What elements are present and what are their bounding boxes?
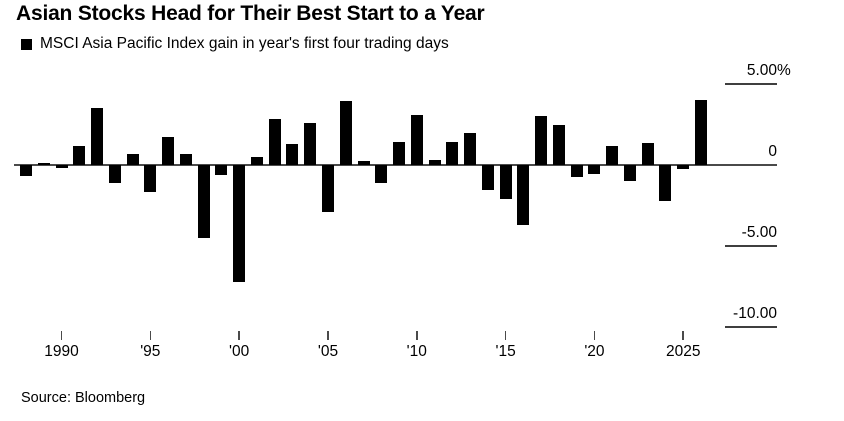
x-axis-label: '10 — [406, 343, 427, 360]
bar-2025 — [677, 165, 690, 170]
x-axis-label: '20 — [584, 343, 605, 360]
bar-1996 — [162, 137, 175, 165]
bar-2005 — [321, 165, 334, 212]
bar-2001 — [250, 156, 263, 165]
bar-2003 — [286, 143, 299, 165]
bar-2007 — [357, 160, 370, 165]
bar-2017 — [535, 115, 548, 165]
bar-1992 — [91, 108, 104, 165]
bar-1988 — [20, 165, 32, 177]
x-axis-tick — [238, 331, 240, 340]
bar-2010 — [410, 114, 423, 165]
legend-square-icon — [21, 38, 32, 50]
x-axis-tick — [682, 331, 684, 340]
page-title: Asian Stocks Head for Their Best Start t… — [16, 2, 485, 25]
bar-2008 — [375, 165, 388, 183]
y-axis-label: -5.00 — [741, 224, 777, 241]
x-axis-label: '95 — [140, 343, 161, 360]
legend-label: MSCI Asia Pacific Index gain in year's f… — [40, 35, 449, 52]
x-axis-label: '00 — [229, 343, 250, 360]
bar-2004 — [304, 122, 317, 165]
bar-2006 — [339, 101, 352, 165]
bar-2019 — [570, 165, 583, 178]
zero-axis-line — [14, 164, 777, 166]
bar-1991 — [73, 145, 86, 165]
bar-1998 — [197, 165, 210, 238]
bar-2016 — [517, 165, 530, 225]
y-gridline-stub — [725, 326, 777, 328]
y-axis-label: -10.00 — [733, 305, 777, 322]
x-axis-tick — [504, 331, 507, 340]
bar-2000 — [233, 165, 246, 282]
x-axis-label: '05 — [317, 343, 339, 360]
y-axis-label: 0 — [768, 143, 777, 160]
x-axis-tick — [60, 331, 63, 340]
x-axis-tick — [416, 331, 418, 340]
x-axis-tick — [327, 331, 329, 340]
bar-2023 — [641, 143, 654, 165]
bar-1995 — [144, 165, 157, 192]
bar-2011 — [428, 160, 441, 165]
x-axis-label: '15 — [495, 343, 516, 360]
bar-1989 — [37, 162, 50, 165]
bar-2015 — [499, 165, 512, 200]
bar-1997 — [179, 153, 192, 165]
legend: MSCI Asia Pacific Index gain in year's f… — [21, 35, 449, 53]
x-axis-label: 1990 — [44, 343, 79, 360]
x-axis-label: 2025 — [665, 343, 701, 360]
y-gridline-stub — [725, 83, 777, 85]
bar-2021 — [606, 146, 619, 165]
x-axis-tick — [149, 331, 152, 340]
bar-2024 — [659, 165, 672, 201]
bar-2002 — [268, 118, 281, 165]
bar-1990 — [55, 165, 68, 169]
y-axis-label: 5.00% — [746, 62, 791, 79]
x-axis-tick — [593, 331, 596, 340]
bar-1994 — [126, 153, 139, 165]
bar-2018 — [552, 124, 565, 165]
bar-2012 — [446, 141, 459, 165]
bar-2026 — [695, 100, 707, 165]
bar-1999 — [215, 165, 228, 175]
bar-2020 — [588, 165, 601, 174]
y-gridline-stub — [725, 245, 777, 247]
bar-2022 — [623, 165, 636, 182]
bar-2013 — [464, 132, 477, 165]
bar-2014 — [481, 165, 494, 191]
bar-1993 — [108, 165, 121, 183]
source-text: Source: Bloomberg — [21, 390, 146, 406]
bar-2009 — [393, 141, 406, 165]
